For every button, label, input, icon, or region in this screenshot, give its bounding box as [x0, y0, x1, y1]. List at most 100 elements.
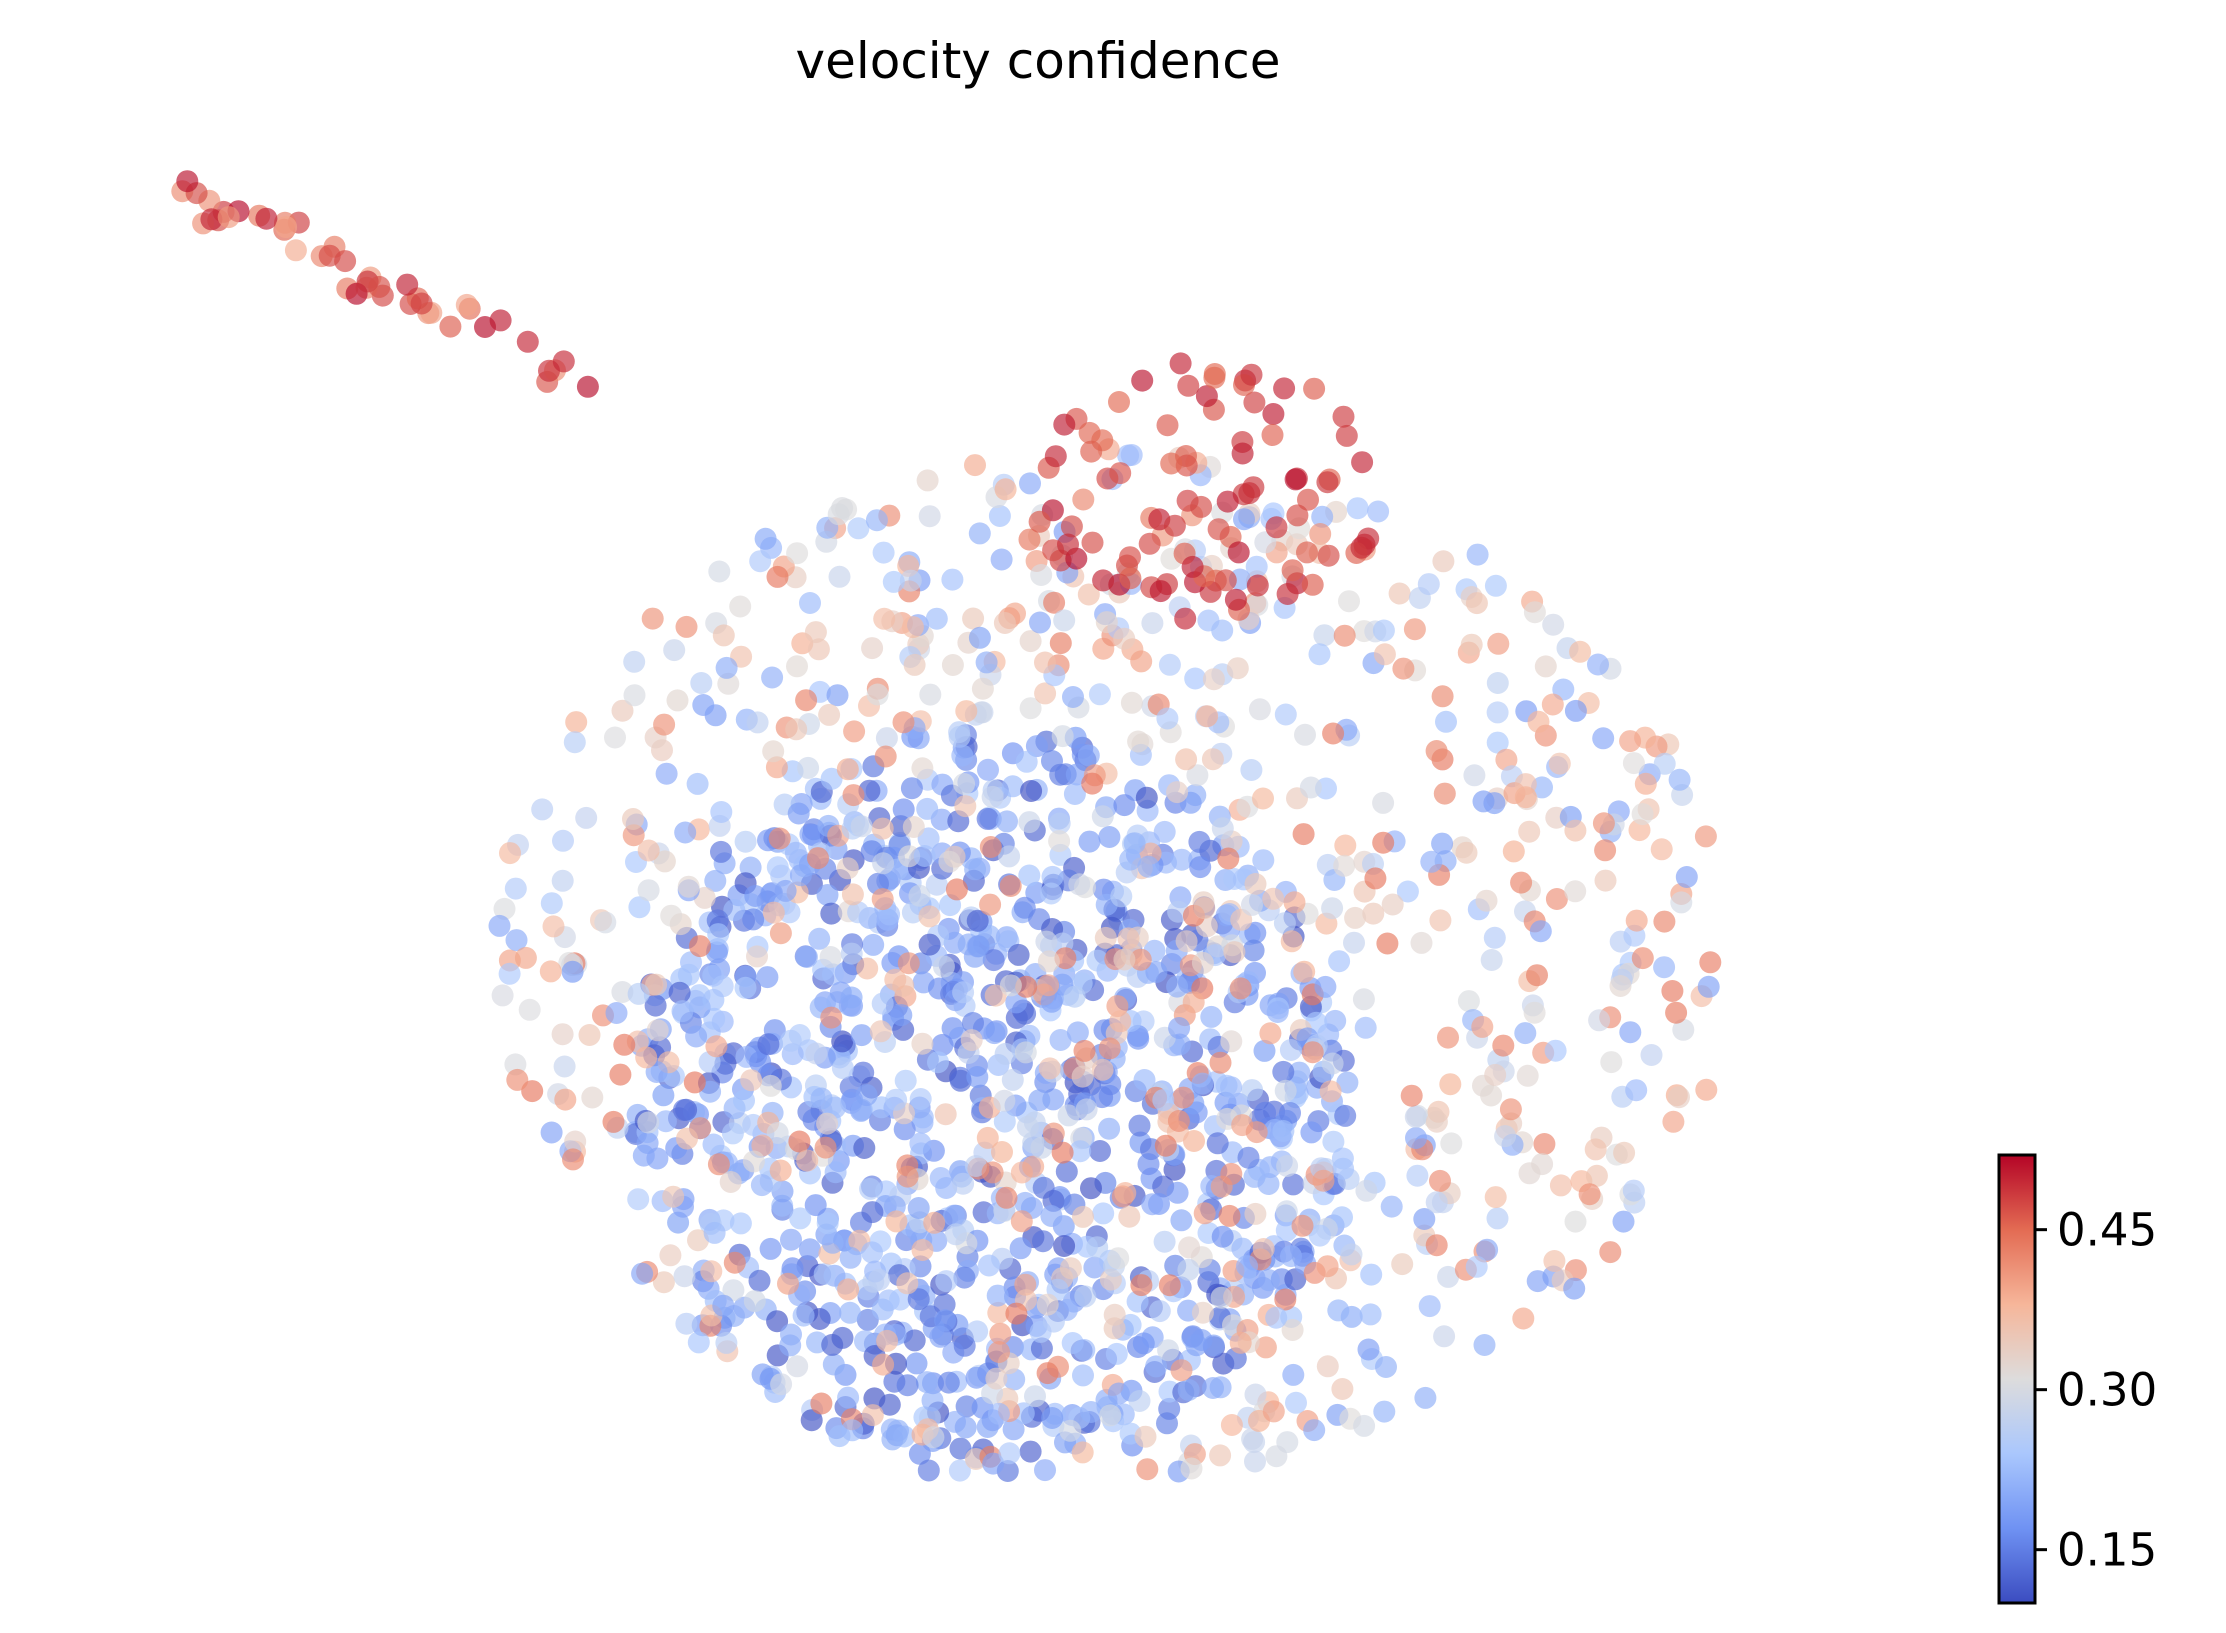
scatter-point	[1594, 869, 1617, 892]
scatter-point	[907, 1197, 930, 1219]
scatter-point	[1316, 471, 1339, 494]
scatter-point	[1080, 1177, 1102, 1200]
scatter-point	[516, 330, 539, 353]
scatter-point	[928, 977, 950, 1000]
scatter-point	[892, 798, 915, 821]
scatter-point	[1182, 991, 1205, 1014]
scatter-point	[645, 973, 668, 996]
scatter-point	[1059, 1257, 1082, 1280]
scatter-point	[1410, 931, 1433, 954]
scatter-point	[636, 1132, 659, 1154]
colorbar-frame	[1997, 1153, 2037, 1605]
scatter-point	[1417, 573, 1440, 596]
scatter-point	[506, 1068, 529, 1091]
scatter-point	[828, 565, 851, 588]
scatter-point	[1119, 546, 1141, 569]
scatter-point	[986, 1284, 1009, 1307]
scatter-point	[1440, 1132, 1463, 1155]
scatter-point	[839, 1246, 862, 1269]
scatter-points	[171, 170, 1722, 1483]
scatter-point	[831, 1057, 854, 1080]
scatter-point	[882, 570, 905, 593]
scatter-point	[903, 653, 926, 676]
scatter-point	[998, 1442, 1021, 1465]
scatter-point	[1005, 991, 1028, 1014]
scatter-point	[489, 309, 512, 332]
scatter-point	[873, 607, 896, 630]
scatter-point	[1634, 772, 1657, 795]
scatter-point	[613, 1033, 636, 1056]
scatter-point	[1030, 564, 1053, 586]
scatter-point	[941, 654, 964, 676]
scatter-point	[861, 1241, 883, 1264]
scatter-point	[1114, 1182, 1137, 1204]
scatter-point	[1091, 1058, 1114, 1081]
scatter-point	[1274, 1079, 1297, 1102]
scatter-point	[975, 651, 998, 674]
scatter-point	[1465, 1255, 1488, 1278]
scatter-point	[820, 902, 843, 925]
scatter-point	[786, 655, 808, 678]
scatter-point	[1272, 1060, 1295, 1083]
scatter-point	[907, 1288, 930, 1311]
scatter-point	[807, 638, 830, 661]
scatter-point	[1300, 1121, 1323, 1144]
scatter-point	[715, 1331, 738, 1354]
scatter-point	[1380, 1195, 1403, 1218]
scatter-point	[1244, 1450, 1266, 1473]
scatter-point	[1105, 1342, 1128, 1365]
scatter-point	[1262, 887, 1285, 910]
scatter-point	[754, 527, 777, 550]
scatter-point	[659, 1244, 682, 1267]
scatter-point	[1549, 1174, 1572, 1197]
scatter-point	[1203, 366, 1226, 389]
scatter-point	[1564, 699, 1587, 722]
scatter-point	[1299, 776, 1322, 799]
scatter-point	[856, 957, 879, 980]
scatter-point	[1244, 873, 1267, 895]
scatter-point	[985, 1367, 1008, 1390]
scatter-point	[514, 946, 537, 969]
scatter-point	[1113, 948, 1136, 971]
scatter-point	[677, 875, 700, 898]
scatter-point	[637, 839, 660, 862]
scatter-point	[1321, 897, 1344, 920]
scatter-point	[1301, 1041, 1324, 1064]
scatter-point	[1034, 651, 1056, 674]
scatter-point	[1343, 931, 1365, 954]
scatter-point	[1245, 1121, 1268, 1144]
scatter-point	[810, 1392, 833, 1415]
colorbar: 0.15 0.30 0.45	[1997, 1153, 2157, 1605]
scatter-point	[1072, 1364, 1094, 1387]
scatter-point	[1137, 1153, 1160, 1176]
scatter-point	[916, 469, 939, 492]
scatter-point	[1034, 682, 1057, 705]
scatter-point	[1119, 848, 1142, 871]
scatter-point	[1291, 1214, 1314, 1237]
scatter-point	[1314, 975, 1337, 998]
scatter-point	[1492, 1034, 1515, 1057]
scatter-point	[948, 1459, 971, 1482]
scatter-point	[982, 949, 1005, 972]
scatter-point	[1694, 825, 1717, 848]
scatter-point	[1062, 686, 1084, 708]
scatter-point	[1280, 930, 1303, 953]
scatter-point	[971, 677, 994, 700]
scatter-point	[994, 1042, 1017, 1065]
scatter-point	[818, 703, 841, 726]
scatter-point	[821, 1231, 844, 1254]
scatter-point	[1024, 1385, 1046, 1408]
scatter-point	[814, 1136, 837, 1159]
scatter-point	[1388, 582, 1411, 605]
scatter-point	[1332, 405, 1355, 428]
scatter-point	[673, 1265, 696, 1288]
scatter-point	[1697, 975, 1720, 998]
scatter-point	[176, 170, 199, 193]
scatter-point	[1261, 424, 1284, 446]
scatter-point	[1406, 1164, 1429, 1187]
scatter-point	[702, 988, 725, 1011]
scatter-point	[1153, 1230, 1176, 1253]
scatter-point	[1206, 1132, 1229, 1155]
scatter-point	[981, 785, 1004, 808]
scatter-point	[900, 777, 923, 800]
